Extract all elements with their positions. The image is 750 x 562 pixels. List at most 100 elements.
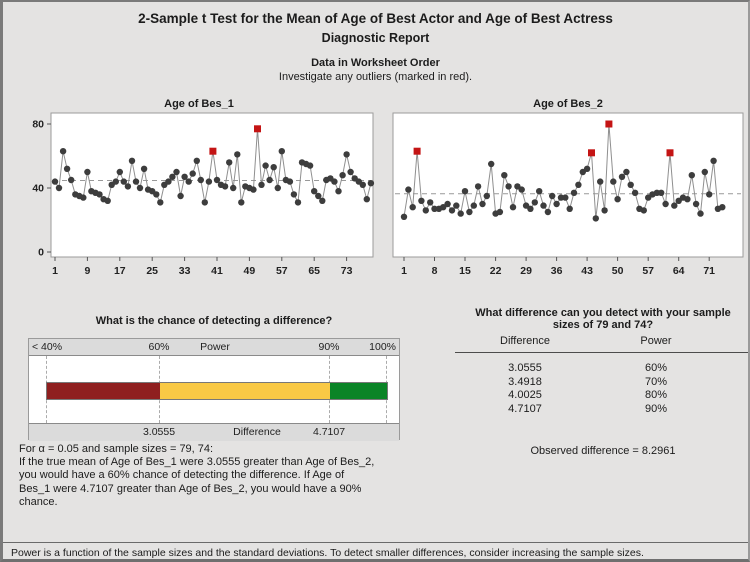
data-point [496, 208, 504, 216]
data-point [610, 178, 617, 185]
x-tick-label: 1 [401, 265, 407, 277]
detect-table-rows: 3.0555 60% 3.4918 70% 4.0025 80% 4.7107 … [455, 362, 748, 416]
data-point [262, 162, 269, 169]
data-point [440, 204, 447, 211]
data-point [177, 192, 184, 200]
data-point [189, 170, 196, 177]
data-point [474, 183, 482, 190]
outlier-point [666, 149, 674, 157]
difference-high-value: 4.7107 [312, 426, 346, 438]
data-point [483, 192, 490, 200]
data-point [623, 168, 630, 176]
table-row: 3.4918 70% [455, 375, 748, 390]
y-tick-label: 40 [32, 183, 44, 195]
data-point [80, 194, 87, 201]
alpha-line: For α = 0.05 and sample sizes = 79, 74: [19, 443, 214, 455]
report-subtitle: Diagnostic Report [321, 31, 430, 45]
data-point [51, 178, 59, 185]
data-point [84, 168, 91, 176]
data-point [185, 178, 192, 185]
power-question-title: What is the chance of detecting a differ… [95, 315, 333, 327]
data-point [140, 165, 148, 172]
data-point [226, 159, 233, 166]
power-axis-label: Power [200, 341, 230, 353]
alpha-line: chance. [19, 495, 58, 508]
data-point [315, 192, 322, 200]
x-tick-label: 15 [459, 265, 471, 277]
footer-note-text: Power is a function of the sample sizes … [11, 547, 644, 559]
data-point [570, 189, 578, 196]
power-cell: 60% [644, 362, 668, 374]
chart-panel-age-of-bes-2: Age of Bes_2 1 8 15 22 29 36 43 50 57 64 71 [387, 98, 748, 290]
data-point [221, 183, 229, 190]
data-point [319, 197, 326, 204]
power-segment-mid [160, 383, 330, 399]
data-point [710, 157, 717, 164]
data-point [562, 194, 569, 201]
data-point [230, 184, 237, 192]
x-tick-label: 73 [341, 265, 353, 277]
data-point [128, 157, 136, 164]
difference-cell: 3.4918 [508, 375, 542, 388]
data-point [418, 197, 425, 204]
data-point [201, 199, 208, 206]
x-tick-label: 8 [432, 265, 438, 277]
data-point [601, 207, 608, 214]
data-point [286, 178, 294, 185]
outlier-point [413, 147, 421, 155]
data-point [213, 176, 221, 184]
data-point [120, 178, 128, 185]
data-point [431, 205, 438, 212]
data-point [335, 188, 342, 195]
data-point [311, 188, 318, 195]
data-point [466, 208, 473, 216]
data-point [197, 176, 204, 184]
data-point [59, 148, 67, 155]
data-point [688, 172, 695, 179]
power-scale-footer: 3.0555 Difference 4.7107 [29, 423, 399, 441]
data-point [461, 188, 469, 195]
data-point [549, 192, 556, 200]
data-point [112, 178, 120, 185]
data-point [448, 207, 456, 214]
time-series-plot-1: 1 9 17 25 33 41 49 57 65 73 0 40 80 [32, 112, 375, 277]
power-tick-40: < 40% [32, 341, 63, 353]
data-point [234, 151, 241, 158]
table-row: 4.0025 80% [455, 389, 748, 403]
data-point [104, 197, 111, 204]
power-scale-body [29, 356, 399, 423]
data-point [640, 207, 647, 214]
table-row: 3.0555 60% [455, 362, 748, 376]
x-tick-label: 36 [551, 265, 563, 277]
chart-title-1: Age of Bes_1 [164, 98, 234, 110]
plot-area [50, 112, 374, 258]
outlier-point [605, 120, 613, 128]
data-point [169, 173, 176, 180]
data-point [339, 172, 346, 179]
data-point [662, 200, 669, 208]
outlier-point [588, 149, 595, 157]
power-segment-high [330, 383, 387, 399]
data-point [132, 178, 140, 185]
alpha-explanation-text: For α = 0.05 and sample sizes = 79, 74: … [19, 443, 419, 509]
power-bar [46, 382, 388, 400]
data-point [363, 196, 370, 203]
data-point [479, 200, 486, 208]
data-point [457, 210, 464, 217]
column-header-power: Power [640, 335, 672, 347]
data-point [306, 162, 314, 169]
data-point [181, 173, 188, 180]
data-point [409, 204, 416, 211]
detect-table-title-line1: What difference can you detect with your… [475, 307, 731, 319]
difference-cell: 4.7107 [508, 402, 542, 415]
data-point [597, 178, 604, 185]
data-point [294, 199, 302, 206]
data-point [193, 157, 200, 164]
x-tick-label: 1 [52, 265, 58, 277]
data-point [692, 200, 700, 208]
x-tick-label: 9 [84, 265, 90, 277]
data-point [347, 168, 354, 176]
data-point [470, 202, 477, 209]
data-point [697, 210, 704, 217]
